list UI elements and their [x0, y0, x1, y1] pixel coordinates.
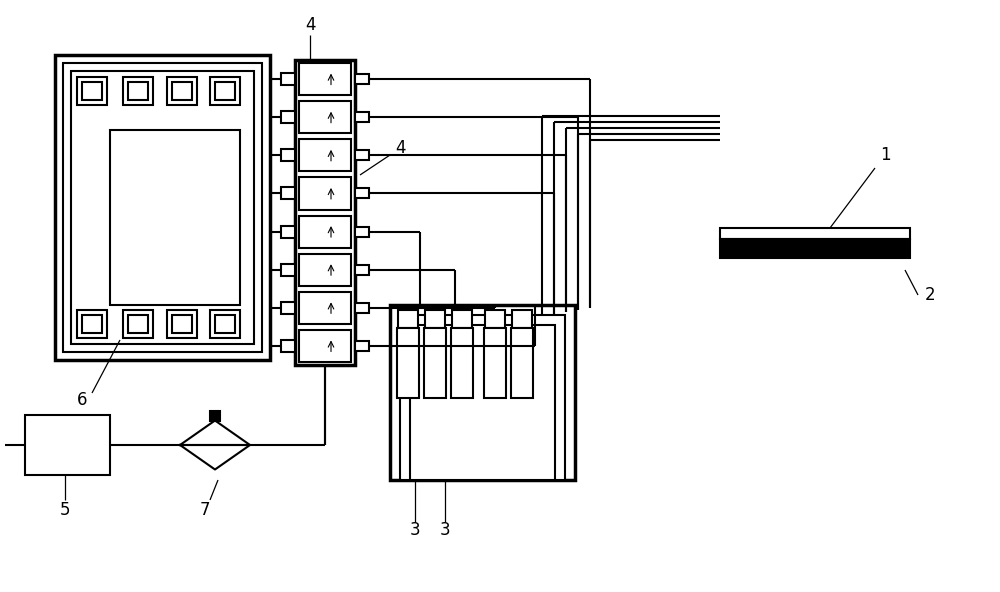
Bar — [215, 82, 235, 100]
Bar — [299, 292, 351, 324]
Text: 5: 5 — [60, 501, 70, 519]
Bar — [355, 112, 369, 122]
Bar — [425, 310, 445, 328]
Text: 4: 4 — [395, 139, 405, 157]
Bar — [485, 310, 505, 328]
Bar — [355, 74, 369, 84]
Text: 6: 6 — [77, 391, 87, 409]
Bar — [355, 303, 369, 313]
Bar — [451, 328, 473, 398]
Bar — [295, 60, 355, 365]
Bar — [424, 328, 446, 398]
Text: 2: 2 — [925, 286, 935, 304]
Bar — [355, 341, 369, 351]
Bar — [172, 315, 192, 333]
Bar — [281, 111, 295, 123]
Bar — [128, 315, 148, 333]
Bar — [299, 253, 351, 286]
Bar — [25, 415, 110, 475]
Bar — [299, 101, 351, 133]
Bar — [355, 150, 369, 160]
Bar — [720, 228, 910, 239]
Bar — [355, 265, 369, 275]
Bar — [299, 330, 351, 362]
Bar — [172, 82, 192, 100]
Bar — [410, 325, 555, 480]
Bar — [355, 227, 369, 237]
Bar — [281, 302, 295, 314]
Bar — [210, 410, 220, 420]
Bar — [281, 149, 295, 161]
Bar — [82, 315, 102, 333]
Bar — [299, 63, 351, 95]
Bar — [397, 328, 419, 398]
Bar — [210, 77, 240, 105]
Bar — [484, 328, 506, 398]
Bar — [167, 310, 197, 338]
Bar — [452, 310, 472, 328]
Bar — [123, 77, 153, 105]
Bar — [167, 77, 197, 105]
Bar — [398, 310, 418, 328]
Bar — [63, 63, 262, 352]
Bar — [77, 77, 107, 105]
Text: 1: 1 — [880, 146, 890, 164]
Text: 7: 7 — [200, 501, 210, 519]
Bar — [355, 188, 369, 198]
Bar — [55, 55, 270, 360]
Bar — [215, 315, 235, 333]
Bar — [71, 71, 254, 344]
Bar — [390, 305, 575, 480]
Text: 3: 3 — [410, 521, 420, 539]
Bar — [128, 82, 148, 100]
Bar — [281, 340, 295, 352]
Bar — [511, 328, 533, 398]
Bar — [82, 82, 102, 100]
Bar — [299, 215, 351, 247]
Text: 3: 3 — [440, 521, 450, 539]
Bar — [400, 315, 565, 480]
Bar — [281, 188, 295, 200]
Bar — [299, 139, 351, 171]
Bar — [281, 73, 295, 85]
Bar — [720, 239, 910, 258]
Bar — [110, 130, 240, 305]
Bar — [77, 310, 107, 338]
Text: 4: 4 — [305, 16, 315, 34]
Bar — [123, 310, 153, 338]
Bar — [281, 226, 295, 237]
Bar — [512, 310, 532, 328]
Bar — [210, 310, 240, 338]
Bar — [281, 263, 295, 276]
Bar — [299, 178, 351, 210]
